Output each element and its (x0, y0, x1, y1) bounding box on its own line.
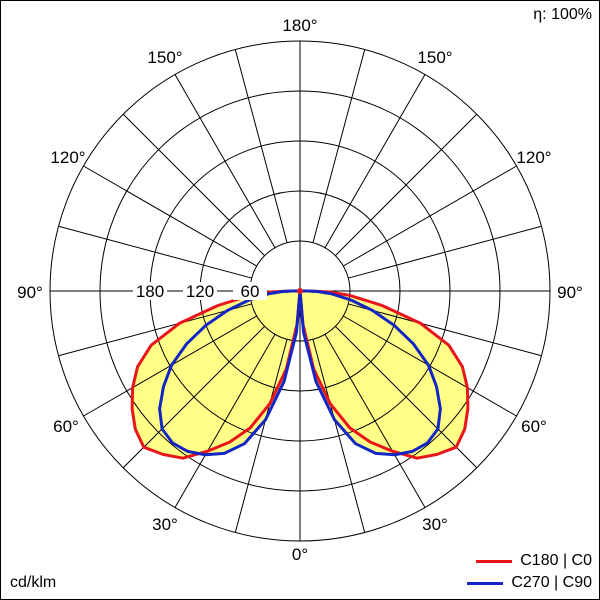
radial-tick-bg-180 (133, 282, 167, 300)
grid-spoke-165 (312, 49, 366, 243)
angle-label-top: 180° (282, 16, 317, 35)
grid-spoke-30 (324, 334, 426, 508)
efficiency-label: η: 100% (533, 6, 592, 23)
angle-label-bottom: 0° (292, 545, 308, 564)
legend-item-c270-c90: C270 | C90 (467, 572, 592, 594)
legend-item-c180-c0: C180 | C0 (467, 550, 592, 572)
angle-label-right: 90° (557, 283, 583, 302)
angle-label-mid-right: 120° (516, 148, 551, 167)
legend: C180 | C0 C270 | C90 (467, 550, 592, 594)
grid-spoke-150 (324, 74, 426, 248)
grid-spoke-240 (83, 165, 257, 267)
radial-tick-bg-60 (233, 282, 267, 300)
legend-swatch-c270-c90 (467, 581, 504, 585)
grid-spoke-285 (58, 303, 252, 357)
radial-tick-bg-120 (183, 282, 217, 300)
angle-label-bottom-right: 30° (422, 515, 448, 534)
radial-tick-label-180: 180 (136, 282, 164, 301)
legend-label-c270-c90: C270 | C90 (511, 574, 592, 591)
radial-tick-label-60: 60 (241, 282, 260, 301)
grid-spoke-135 (335, 113, 478, 256)
grid-spoke-225 (122, 113, 265, 256)
series-fill-1-right (300, 291, 441, 455)
series-line-1-right (298, 289, 442, 457)
grid-spoke-255 (58, 225, 252, 279)
series-line-0-right (298, 289, 470, 460)
origin-dot (297, 288, 303, 294)
grid-spoke-345 (234, 339, 288, 533)
grid-spoke-105 (348, 225, 542, 279)
grid-spoke-195 (234, 49, 288, 243)
unit-label: cd/klm (10, 574, 57, 591)
grid-spoke-120 (343, 165, 517, 267)
grid-spoke-75 (348, 303, 542, 357)
angle-label-lower-left: 60° (53, 417, 79, 436)
legend-swatch-c180-c0 (476, 559, 513, 563)
grid-spoke-210 (174, 74, 276, 248)
grid-spoke-45 (335, 326, 478, 469)
grid-spoke-15 (312, 339, 366, 533)
angle-label-upper-left: 150° (147, 48, 182, 67)
grid-spoke-315 (122, 326, 265, 469)
legend-label-c180-c0: C180 | C0 (520, 552, 592, 569)
angle-label-bottom-left: 30° (152, 515, 178, 534)
radial-tick-label-120: 120 (186, 282, 214, 301)
angle-label-upper-right: 150° (417, 48, 452, 67)
angle-label-mid-left: 120° (50, 148, 85, 167)
chart-labels: 180° 150° 150° 120° 120° 90° 90° 60° 60° 30° 30° 0°… (17, 16, 583, 564)
angle-label-lower-right: 60° (521, 417, 547, 436)
angle-label-left: 90° (17, 283, 43, 302)
grid-spoke-330 (174, 334, 276, 508)
series-fill-1-left (159, 291, 300, 455)
